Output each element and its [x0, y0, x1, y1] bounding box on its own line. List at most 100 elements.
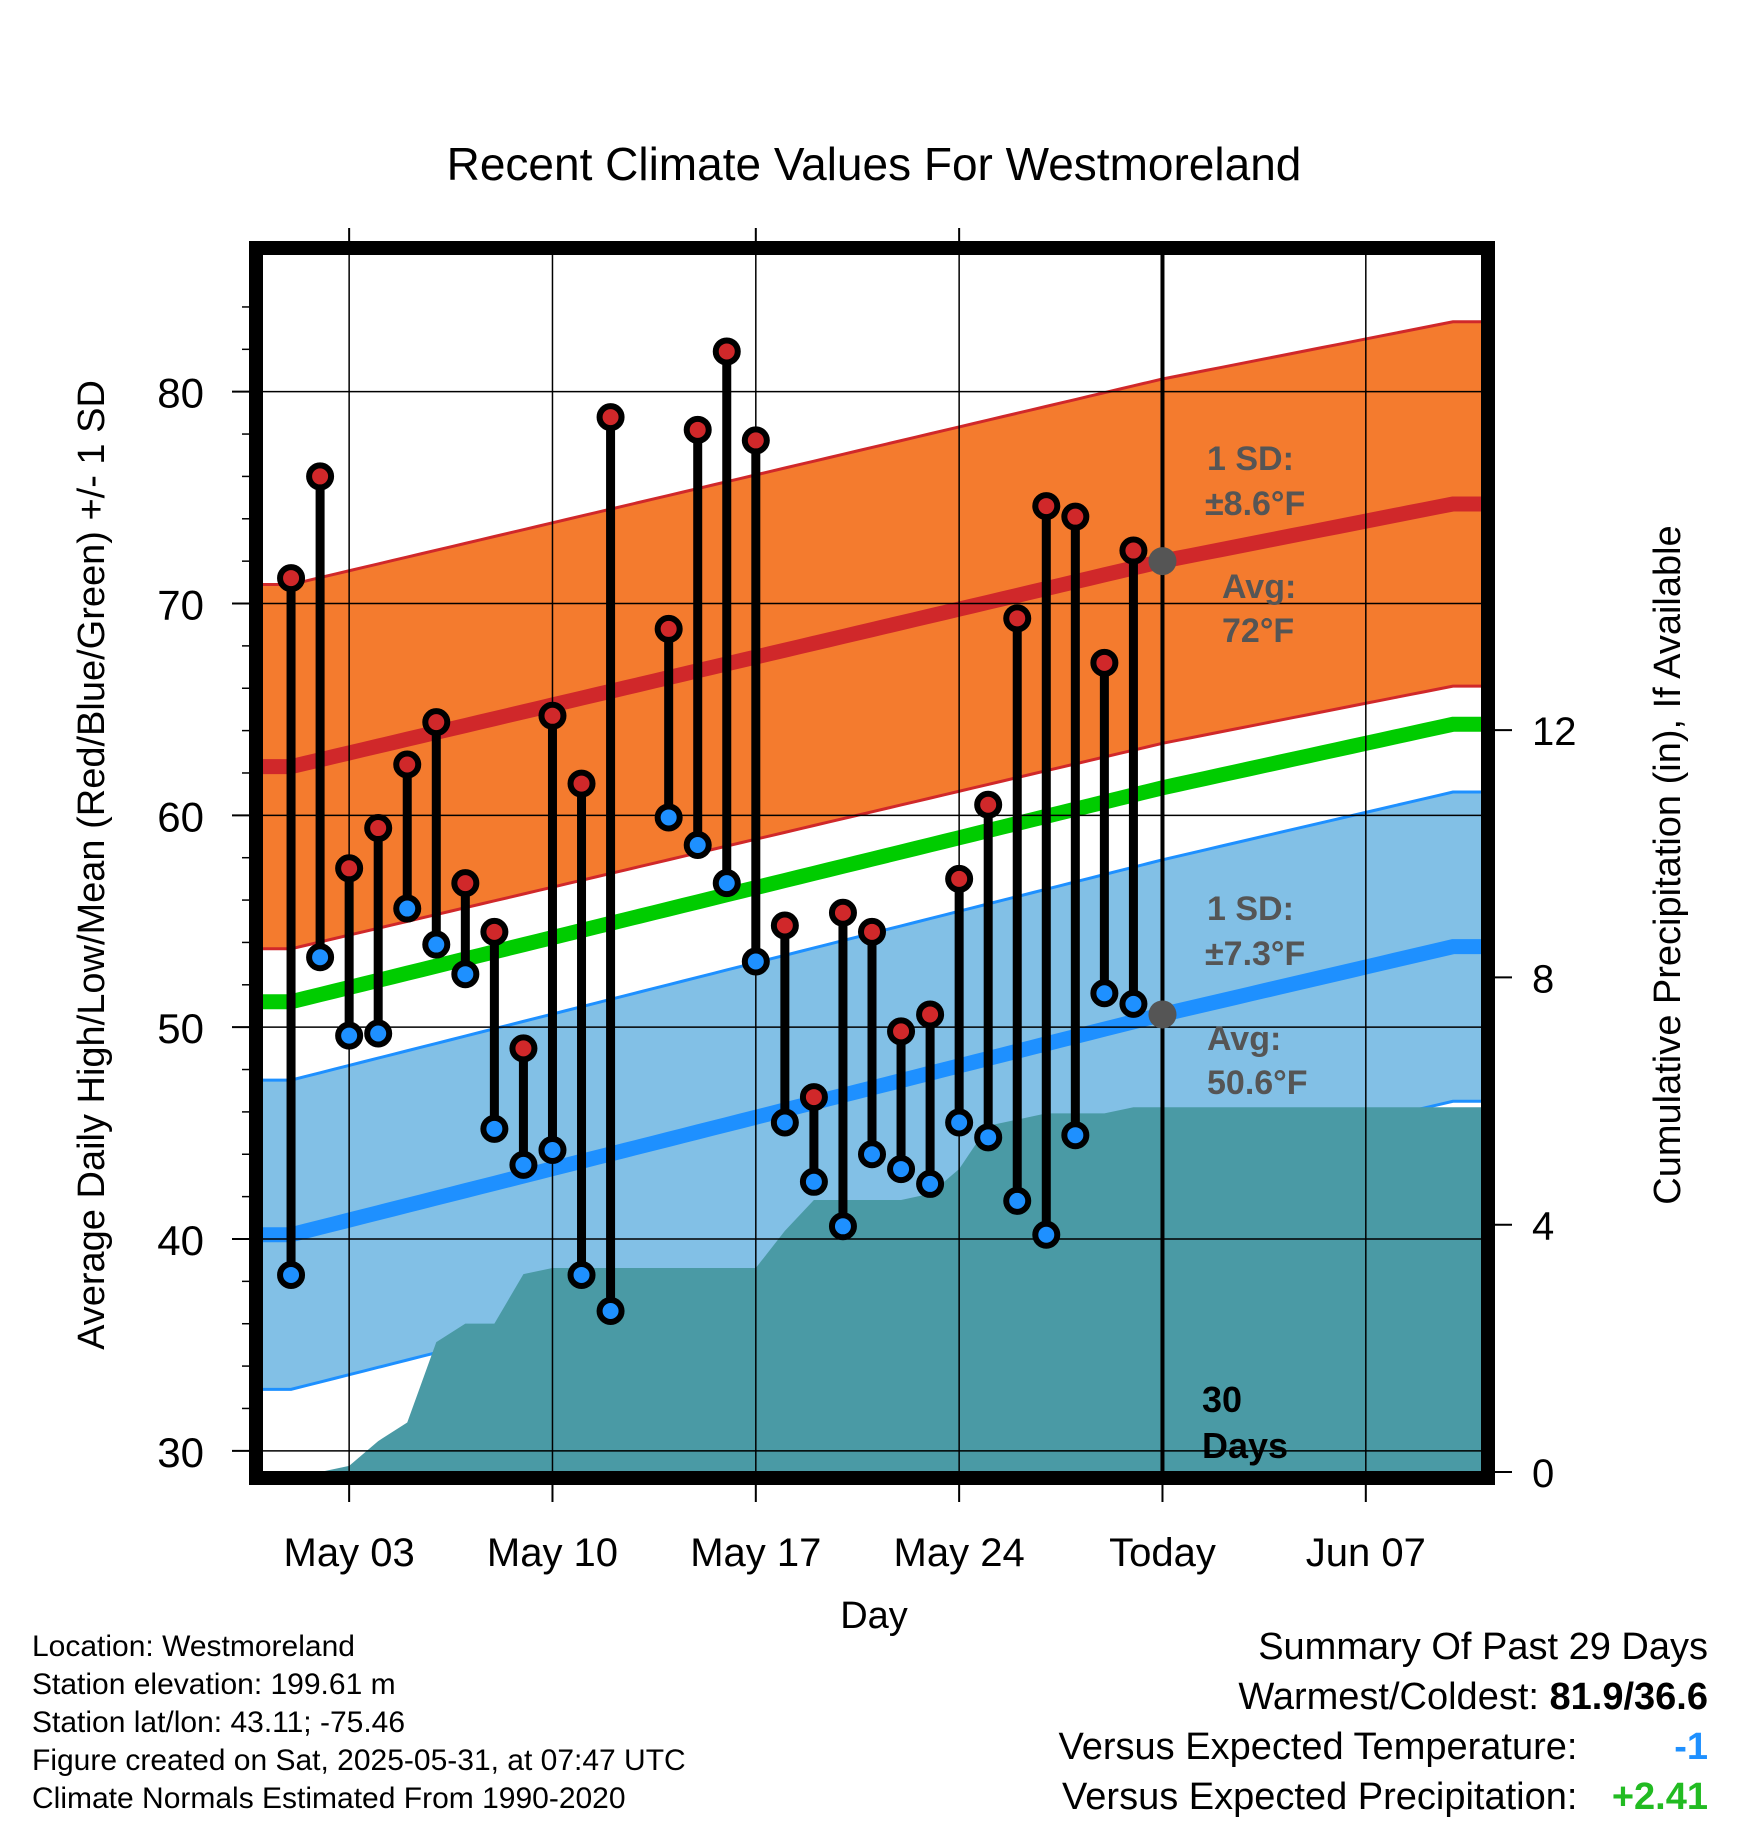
y-tick-label-3: 60	[157, 793, 204, 840]
daily-low-point	[887, 1155, 916, 1184]
temp-value: -1	[1674, 1726, 1708, 1768]
daily-low-point	[1119, 989, 1148, 1018]
daily-high-point	[567, 769, 596, 798]
x-tick-label-5: Jun 07	[1306, 1531, 1426, 1575]
daily-high-point	[654, 614, 683, 643]
daily-low-point	[567, 1261, 596, 1290]
y-tick-label-2: 50	[157, 1005, 204, 1052]
daily-high-point	[887, 1017, 916, 1046]
daily-low-point	[828, 1212, 857, 1241]
low-avg-value: 50.6°F	[1207, 1064, 1308, 1102]
daily-high-point	[393, 750, 422, 779]
station-info: Location: Westmoreland Station elevation…	[32, 1628, 686, 1818]
daily-low-point	[770, 1108, 799, 1137]
x-tick-label-1: May 10	[487, 1531, 618, 1575]
daily-low-point	[393, 894, 422, 923]
daily-low-point	[335, 1021, 364, 1050]
latlon-text: Station lat/lon: 43.11; -75.46	[32, 1706, 406, 1739]
high-sd-label: 1 SD:	[1207, 440, 1294, 478]
daily-low-point	[974, 1123, 1003, 1152]
x-tick-label-3: May 24	[894, 1531, 1025, 1575]
today-avg-high-marker	[1148, 547, 1177, 576]
daily-high-point	[799, 1083, 828, 1112]
summary-heading: Summary Of Past 29 Days	[1258, 1626, 1708, 1668]
daily-high-point	[770, 911, 799, 940]
y2-tick-label-3: 12	[1532, 710, 1577, 754]
chart-title: Recent Climate Values For Westmoreland	[447, 138, 1302, 190]
daily-high-point	[306, 462, 335, 491]
daily-low-point	[596, 1297, 625, 1326]
daily-high-point	[1003, 604, 1032, 633]
daily-low-point	[1090, 979, 1119, 1008]
high-sd-value: ±8.6°F	[1205, 485, 1305, 523]
x-tick-label-4: Today	[1109, 1531, 1216, 1575]
low-avg-label: Avg:	[1207, 1020, 1281, 1058]
high-avg-value: 72°F	[1222, 612, 1294, 650]
days-number: 30	[1202, 1379, 1242, 1420]
cumulative-precip-area	[320, 1107, 1482, 1472]
daily-high-point	[712, 337, 741, 366]
daily-high-point	[974, 790, 1003, 819]
summary-panel: Summary Of Past 29 Days Warmest/Coldest:…	[1059, 1622, 1708, 1822]
days-label: Days	[1202, 1425, 1288, 1466]
y-axis-label: Average Daily High/Low/Mean (Red/Blue/Gr…	[71, 380, 113, 1350]
warm-cold-value: 81.9/36.6	[1549, 1676, 1708, 1718]
daily-high-point	[683, 415, 712, 444]
daily-high-point	[741, 426, 770, 455]
avg-high-line	[262, 496, 1482, 775]
x-tick-label-0: May 03	[284, 1531, 415, 1575]
high-band-upper-edge	[262, 320, 1482, 586]
daily-high-point	[480, 917, 509, 946]
y-tick-label-1: 40	[157, 1217, 204, 1264]
location-text: Location: Westmoreland	[32, 1630, 355, 1663]
daily-high-point	[364, 814, 393, 843]
daily-low-point	[799, 1167, 828, 1196]
daily-high-point	[277, 564, 306, 593]
warm-cold-row: Warmest/Coldest: 81.9/36.6	[1059, 1672, 1708, 1722]
daily-low-point	[538, 1136, 567, 1165]
daily-low-point	[422, 930, 451, 959]
daily-high-point	[916, 1000, 945, 1029]
y2-tick-label-0: 0	[1532, 1452, 1554, 1496]
daily-low-point	[916, 1169, 945, 1198]
today-avg-low-marker	[1148, 1000, 1177, 1029]
daily-high-point	[538, 701, 567, 730]
y-tick-label-4: 70	[157, 582, 204, 629]
warm-cold-label: Warmest/Coldest:	[1238, 1676, 1539, 1718]
high-avg-label: Avg:	[1222, 568, 1296, 606]
daily-low-point	[480, 1114, 509, 1143]
y2-tick-label-1: 4	[1532, 1205, 1554, 1249]
daily-high-point	[335, 854, 364, 883]
temp-label: Versus Expected Temperature:	[1058, 1726, 1578, 1768]
y2-axis-label: Cumulative Precipitation (in), If Availa…	[1647, 525, 1689, 1204]
daily-low-point	[858, 1140, 886, 1169]
daily-high-point	[945, 864, 974, 893]
daily-low-point	[277, 1261, 306, 1290]
y-tick-label-5: 80	[157, 370, 204, 417]
precip-row: Versus Expected Precipitation: +2.41	[1059, 1772, 1708, 1822]
daily-low-point	[741, 947, 770, 976]
daily-high-point	[451, 869, 480, 898]
daily-low-point	[509, 1150, 538, 1179]
daily-high-point	[1090, 648, 1119, 677]
daily-high-point	[422, 708, 451, 737]
daily-high-point	[509, 1034, 538, 1063]
daily-low-point	[364, 1019, 393, 1048]
created-text: Figure created on Sat, 2025-05-31, at 07…	[32, 1744, 686, 1777]
daily-high-point	[1061, 502, 1090, 531]
elevation-text: Station elevation: 199.61 m	[32, 1668, 396, 1701]
low-sd-value: ±7.3°F	[1205, 935, 1305, 973]
precip-value: +2.41	[1611, 1776, 1708, 1818]
y-tick-label-0: 30	[157, 1429, 204, 1476]
plot-frame	[249, 241, 1495, 1485]
daily-low-point	[712, 869, 741, 898]
y2-tick-label-2: 8	[1532, 957, 1554, 1001]
x-tick-label-2: May 17	[690, 1531, 821, 1575]
daily-high-point	[858, 917, 886, 946]
daily-low-point	[945, 1108, 974, 1137]
daily-low-point	[306, 943, 335, 972]
precip-label: Versus Expected Precipitation:	[1062, 1776, 1578, 1818]
daily-low-point	[1032, 1220, 1061, 1249]
daily-low-point	[451, 960, 480, 989]
